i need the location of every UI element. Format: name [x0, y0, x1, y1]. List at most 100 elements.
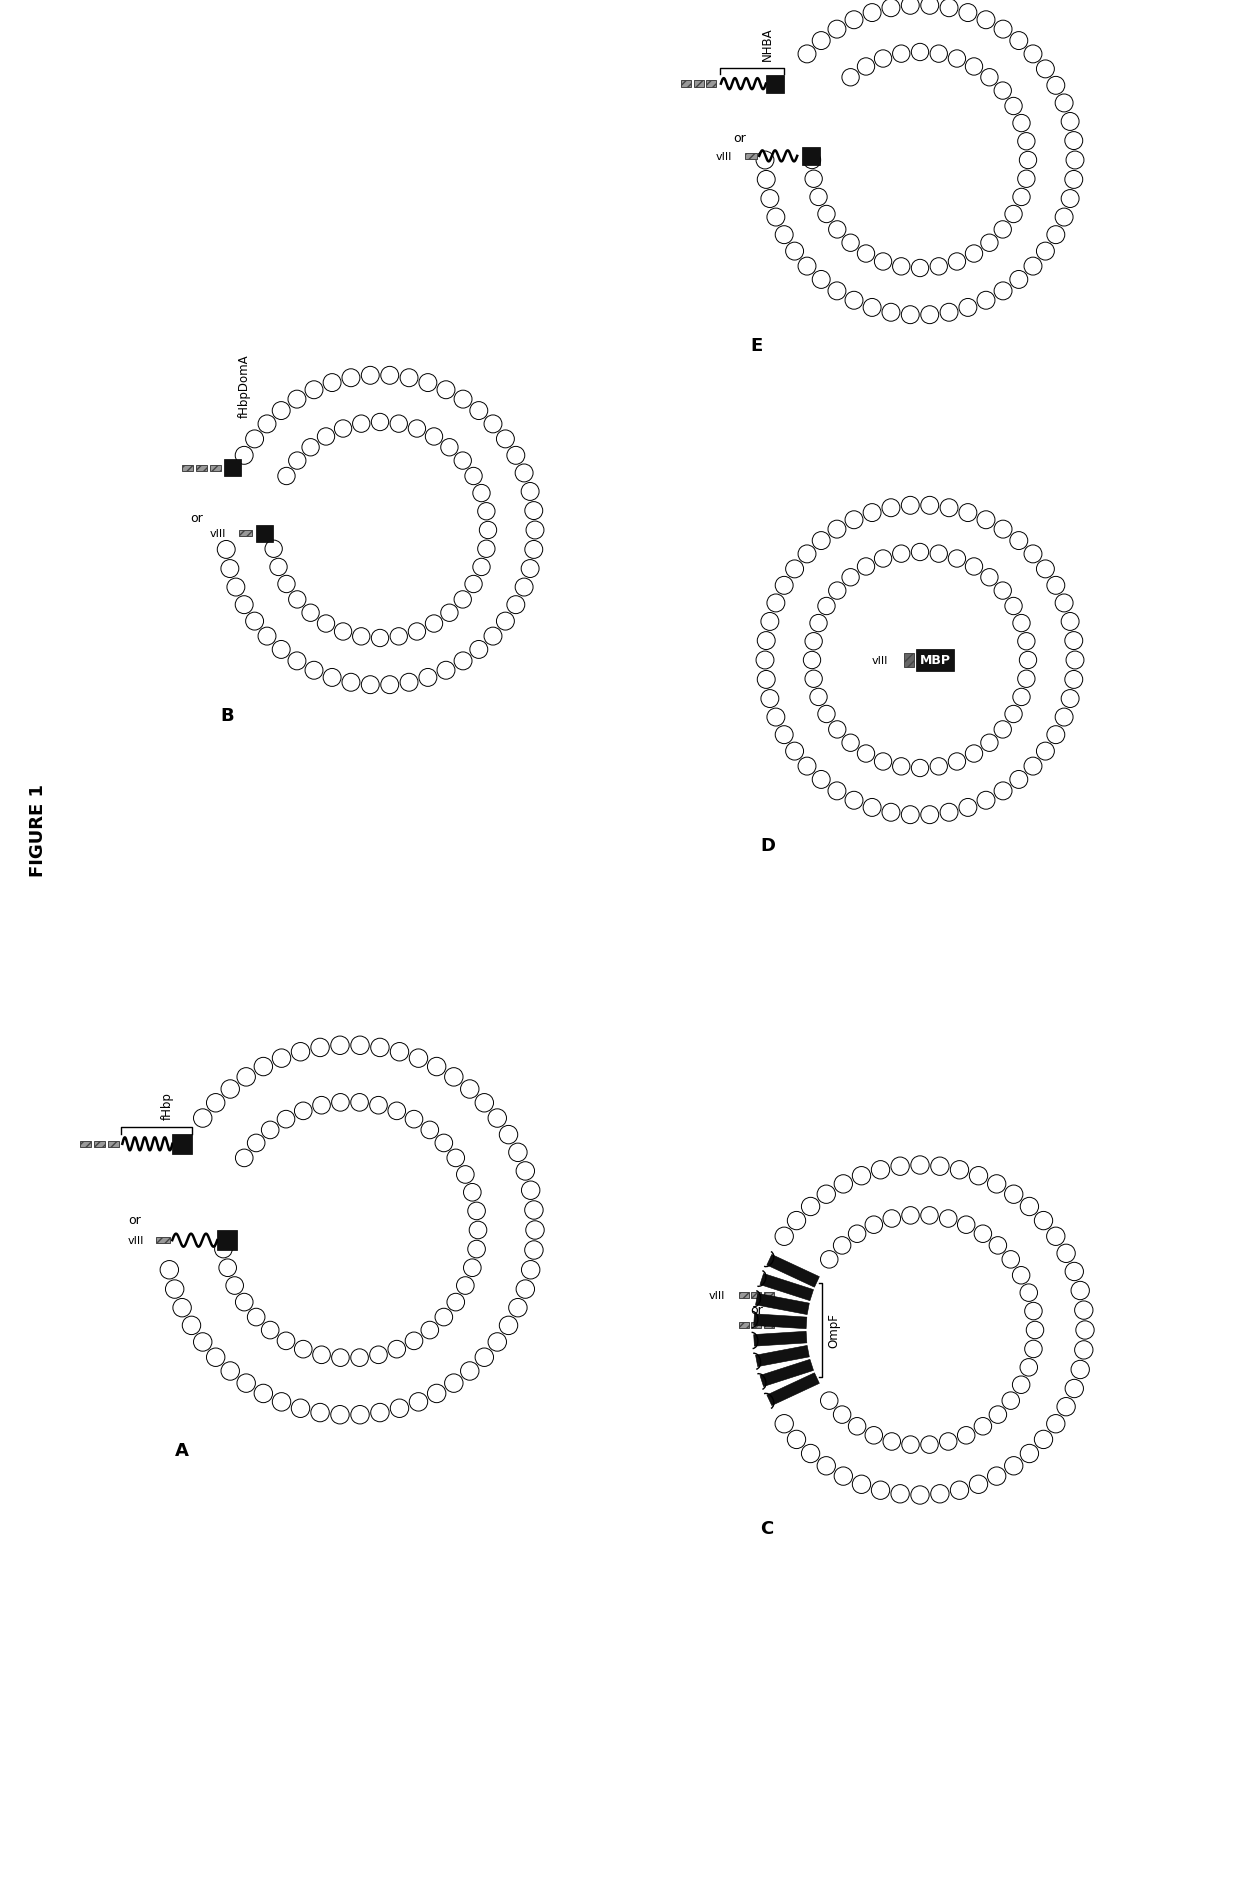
- Circle shape: [901, 0, 919, 15]
- Circle shape: [1037, 560, 1054, 579]
- Circle shape: [981, 235, 998, 252]
- Bar: [745, 154, 758, 160]
- Circle shape: [440, 605, 458, 622]
- Circle shape: [1066, 652, 1084, 669]
- Circle shape: [921, 1207, 939, 1224]
- Circle shape: [892, 1158, 909, 1175]
- Bar: [217, 1231, 237, 1250]
- Circle shape: [818, 598, 836, 615]
- Bar: [802, 149, 820, 165]
- Circle shape: [219, 1260, 237, 1277]
- Circle shape: [391, 415, 408, 432]
- Text: E: E: [750, 337, 763, 355]
- Circle shape: [981, 70, 998, 86]
- Circle shape: [331, 1350, 350, 1367]
- Circle shape: [489, 1333, 506, 1352]
- Circle shape: [1002, 1393, 1019, 1410]
- Circle shape: [848, 1226, 866, 1243]
- Circle shape: [761, 690, 779, 709]
- Circle shape: [1004, 1186, 1023, 1203]
- Circle shape: [342, 673, 360, 692]
- Circle shape: [1056, 1397, 1075, 1416]
- Circle shape: [484, 628, 502, 645]
- Circle shape: [921, 496, 939, 515]
- Circle shape: [489, 1109, 506, 1128]
- Circle shape: [863, 4, 882, 23]
- Circle shape: [226, 1277, 243, 1295]
- Circle shape: [237, 1374, 255, 1393]
- Circle shape: [957, 1427, 975, 1444]
- Circle shape: [1004, 1457, 1023, 1476]
- Circle shape: [207, 1094, 224, 1113]
- Circle shape: [965, 58, 982, 75]
- Circle shape: [994, 282, 1012, 301]
- Circle shape: [419, 374, 436, 393]
- Circle shape: [844, 511, 863, 530]
- Circle shape: [301, 605, 319, 622]
- Circle shape: [950, 1481, 968, 1500]
- Circle shape: [525, 1201, 543, 1220]
- Circle shape: [1034, 1431, 1053, 1449]
- Text: FIGURE 1: FIGURE 1: [29, 784, 47, 878]
- Circle shape: [460, 1361, 479, 1380]
- Circle shape: [265, 541, 283, 558]
- Circle shape: [508, 1299, 527, 1318]
- Text: or: or: [734, 132, 746, 145]
- Circle shape: [756, 652, 774, 669]
- Circle shape: [1061, 613, 1079, 632]
- Circle shape: [1013, 688, 1030, 707]
- Circle shape: [258, 415, 277, 434]
- Circle shape: [990, 1237, 1007, 1254]
- Circle shape: [436, 382, 455, 399]
- Circle shape: [965, 246, 982, 263]
- Bar: [172, 1134, 192, 1154]
- Circle shape: [812, 271, 830, 290]
- Circle shape: [828, 222, 846, 239]
- Circle shape: [1004, 207, 1022, 224]
- Circle shape: [893, 45, 910, 64]
- Bar: [693, 81, 703, 88]
- Circle shape: [516, 1280, 534, 1299]
- Circle shape: [1021, 1198, 1039, 1216]
- Circle shape: [391, 628, 408, 645]
- Circle shape: [1018, 671, 1035, 688]
- Circle shape: [1024, 545, 1042, 564]
- Circle shape: [761, 613, 779, 632]
- Circle shape: [1047, 577, 1065, 594]
- Text: or: or: [191, 511, 203, 525]
- Circle shape: [1019, 152, 1037, 169]
- Bar: [81, 1141, 92, 1147]
- Circle shape: [454, 391, 472, 408]
- Circle shape: [526, 1222, 544, 1239]
- Circle shape: [221, 1361, 239, 1380]
- Circle shape: [247, 1308, 265, 1325]
- Circle shape: [930, 758, 947, 776]
- Circle shape: [1024, 45, 1042, 64]
- Circle shape: [1009, 771, 1028, 790]
- Circle shape: [464, 1184, 481, 1201]
- Circle shape: [994, 21, 1012, 39]
- Circle shape: [882, 500, 900, 517]
- Polygon shape: [754, 1331, 807, 1346]
- Circle shape: [1056, 1245, 1075, 1263]
- Circle shape: [445, 1068, 463, 1087]
- Circle shape: [500, 1126, 518, 1145]
- Circle shape: [507, 596, 525, 615]
- Circle shape: [270, 558, 288, 577]
- Circle shape: [273, 402, 290, 421]
- Circle shape: [521, 483, 539, 502]
- Circle shape: [930, 545, 947, 562]
- Bar: [751, 1292, 761, 1299]
- Circle shape: [866, 1427, 883, 1444]
- Circle shape: [977, 511, 994, 530]
- Circle shape: [515, 579, 533, 596]
- Text: NHBA: NHBA: [760, 26, 774, 60]
- Circle shape: [1004, 598, 1022, 615]
- Circle shape: [467, 1203, 485, 1220]
- Circle shape: [1055, 594, 1073, 613]
- Circle shape: [165, 1280, 184, 1299]
- Circle shape: [975, 1226, 992, 1243]
- Circle shape: [311, 1404, 330, 1421]
- Circle shape: [351, 1094, 368, 1111]
- Circle shape: [893, 259, 910, 276]
